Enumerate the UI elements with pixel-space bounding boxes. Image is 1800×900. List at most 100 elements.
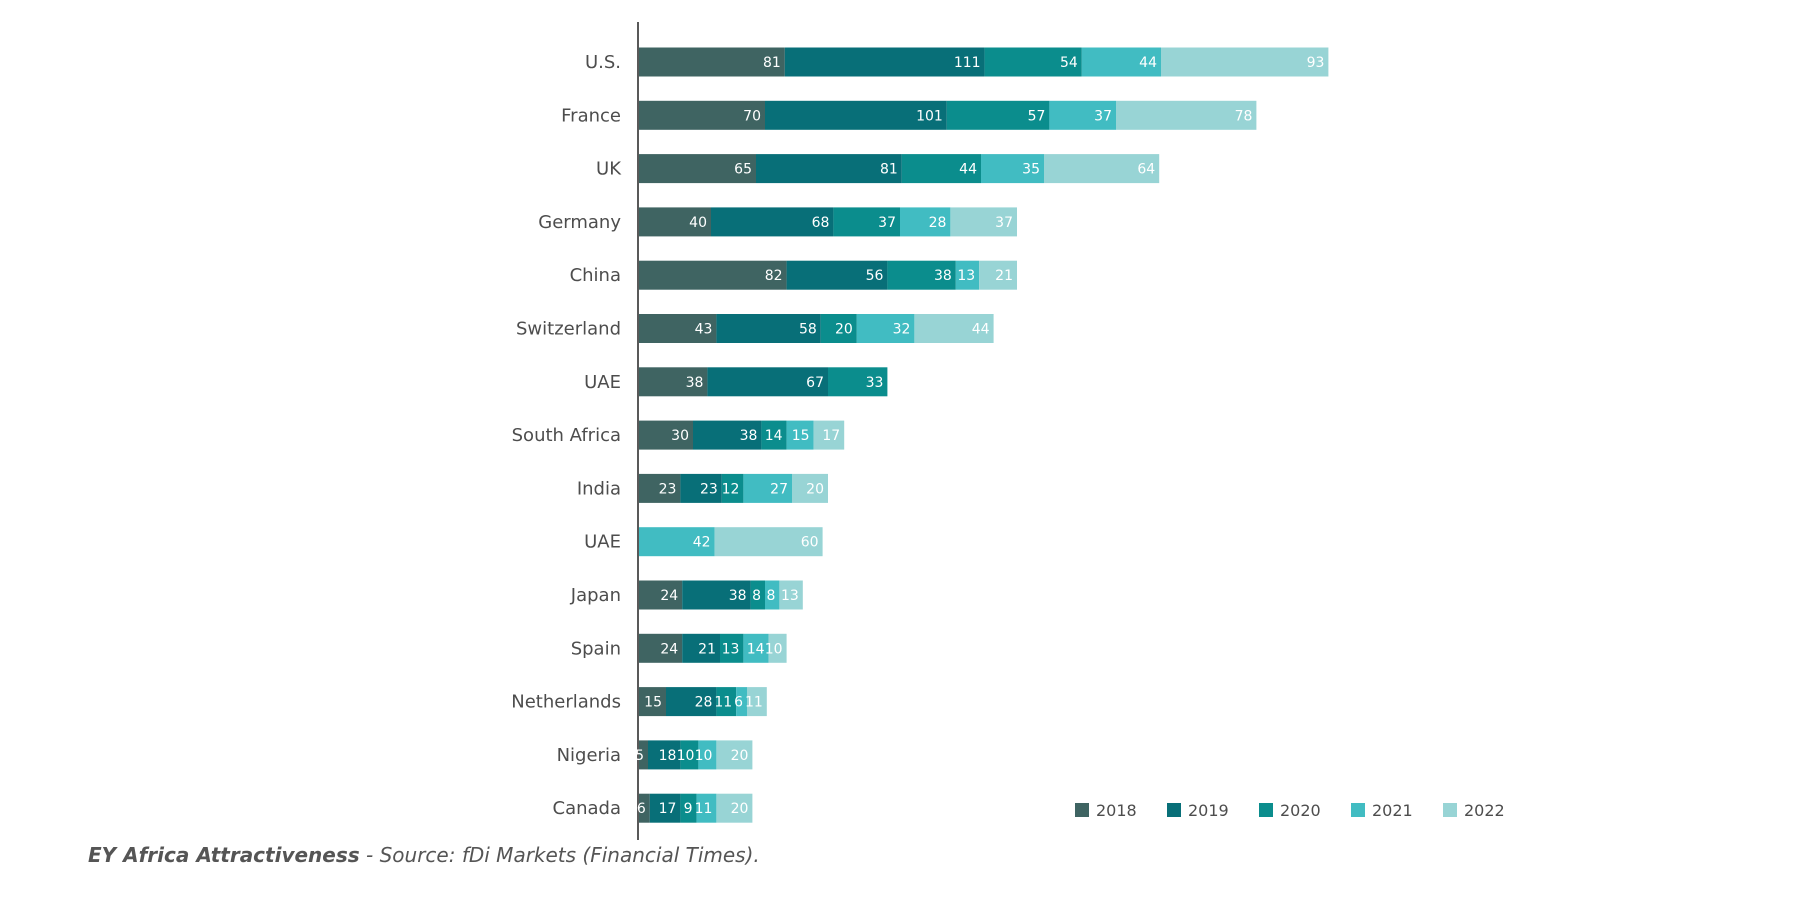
data-label-2019: 23: [700, 481, 718, 497]
data-label-2018: 65: [734, 162, 752, 178]
data-label-2019: 67: [806, 375, 824, 391]
data-label-2019: 58: [799, 322, 817, 338]
data-label-2021: 32: [893, 322, 911, 338]
bar-segment-2018: [639, 367, 708, 397]
data-label-2021: 44: [1139, 55, 1157, 71]
bar-segment-2019: [786, 260, 888, 290]
data-label-2020: 37: [878, 215, 896, 231]
bar-segment-2019: [756, 154, 902, 184]
source-caption: EY Africa Attractiveness - Source: fDi M…: [88, 843, 760, 867]
bar-segment-2020: [984, 47, 1082, 77]
data-label-2019: 18: [659, 748, 677, 764]
data-label-2018: 6: [637, 801, 646, 817]
bar-segment-2022: [1161, 47, 1329, 77]
bar-segment-2020: [887, 260, 956, 290]
bar-segment-2022: [792, 473, 828, 503]
data-label-2019: 68: [812, 215, 830, 231]
data-label-2018: 70: [743, 108, 761, 124]
data-label-2022: 37: [995, 215, 1013, 231]
data-label-2020: 11: [714, 695, 732, 711]
bar-segment-2022: [1044, 154, 1160, 184]
legend-label: 2021: [1372, 801, 1413, 820]
bar-row-nigeria: Nigeria 5 18 10 10 20: [557, 740, 753, 770]
category-label: Nigeria: [557, 745, 621, 766]
bar-segment-2020: [820, 314, 857, 343]
bar-segment-2018: [639, 740, 648, 770]
bar-segment-2018: [639, 314, 717, 343]
legend-swatch: [1259, 803, 1273, 817]
data-label-2020: 44: [959, 162, 977, 178]
bar-segment-2020: [721, 473, 744, 503]
data-label-2022: 10: [765, 641, 783, 657]
data-label-2018: 43: [695, 322, 713, 338]
category-label: UAE: [584, 372, 621, 393]
data-label-2018: 40: [689, 215, 707, 231]
bar-row-china: China 82 56 38 13 21: [570, 260, 1017, 290]
bar-segment-2018: [639, 793, 650, 823]
bar-segment-2020: [720, 633, 744, 663]
data-label-2021: 11: [695, 801, 713, 817]
data-label-2021: 35: [1022, 162, 1040, 178]
bar-segment-2022: [714, 527, 823, 557]
legend-item-2022: 2022: [1443, 801, 1505, 820]
data-label-2022: 11: [745, 695, 763, 711]
data-label-2021: 13: [957, 268, 975, 284]
data-label-2021: 10: [695, 748, 713, 764]
bar-row-france: France 70 101 57 37 78: [561, 100, 1257, 130]
bar-segment-2018: [639, 420, 693, 450]
legend-label: 2022: [1464, 801, 1505, 820]
bar-segment-2022: [747, 687, 767, 717]
bar-segment-2021: [786, 420, 814, 450]
data-label-2022: 93: [1307, 55, 1325, 71]
category-label: South Africa: [512, 425, 621, 446]
legend-swatch: [1167, 803, 1181, 817]
category-label: Spain: [571, 638, 621, 659]
bar-segment-2018: [639, 154, 756, 184]
bar-segment-2018: [639, 100, 765, 130]
bar-row-uk: UK 65 81 44 35 64: [596, 154, 1160, 184]
data-label-2019: 17: [659, 801, 677, 817]
bar-row-india: India 23 23 12 27 20: [577, 473, 828, 503]
legend: 2018 2019 2020 2021 2022: [1075, 801, 1505, 820]
data-label-2018: 24: [660, 641, 678, 657]
bar-segment-2020: [761, 420, 787, 450]
bar-segment-2021: [856, 314, 915, 343]
category-label: Germany: [538, 212, 621, 233]
bar-segment-2019: [784, 47, 985, 77]
bar-segment-2021: [698, 740, 717, 770]
data-label-2020: 13: [722, 641, 740, 657]
bar-segment-2021: [1081, 47, 1161, 77]
bar-segment-2018: [639, 580, 683, 610]
bar-segment-2021: [955, 260, 980, 290]
bar-segment-2018: [639, 687, 666, 717]
legend-label: 2018: [1096, 801, 1137, 820]
legend-swatch: [1351, 803, 1365, 817]
legend-label: 2019: [1188, 801, 1229, 820]
legend-label: 2020: [1280, 801, 1321, 820]
bar-segment-2022: [1116, 100, 1257, 130]
data-label-2021: 28: [929, 215, 947, 231]
legend-item-2021: 2021: [1351, 801, 1413, 820]
data-label-2020: 8: [752, 588, 761, 604]
data-label-2019: 111: [954, 55, 981, 71]
data-label-2022: 20: [731, 748, 749, 764]
data-label-2019: 28: [695, 695, 713, 711]
bar-segment-2020: [680, 793, 697, 823]
data-label-2022: 21: [995, 268, 1013, 284]
category-label: Japan: [570, 585, 621, 606]
data-label-2019: 56: [866, 268, 884, 284]
source-brand: EY Africa Attractiveness: [88, 843, 360, 867]
bar-segment-2019: [682, 633, 720, 663]
bar-segment-2019: [648, 740, 681, 770]
bar-segment-2020: [828, 367, 888, 397]
data-label-2018: 24: [660, 588, 678, 604]
data-label-2021: 42: [693, 535, 711, 551]
legend-swatch: [1443, 803, 1457, 817]
data-label-2021: 37: [1094, 108, 1112, 124]
bar-segment-2020: [716, 687, 737, 717]
data-label-2018: 5: [635, 748, 644, 764]
bar-row-uae: UAE 38 67 33: [584, 367, 888, 397]
category-label: UK: [596, 159, 622, 180]
data-label-2020: 38: [934, 268, 952, 284]
